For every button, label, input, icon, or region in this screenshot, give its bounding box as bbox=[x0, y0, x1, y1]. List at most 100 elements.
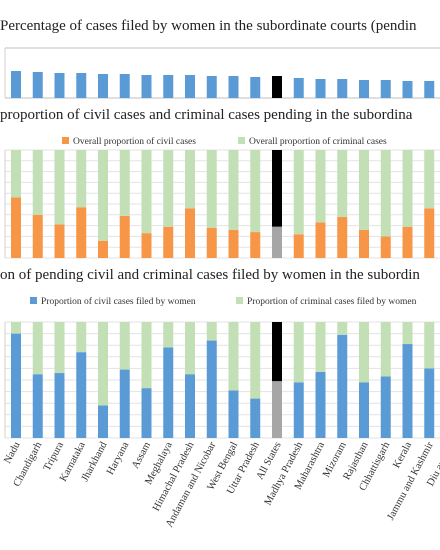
bar-segment bbox=[402, 226, 413, 258]
bar-segment bbox=[250, 322, 261, 399]
bar-segment bbox=[206, 340, 217, 438]
bar-segment bbox=[359, 322, 369, 383]
bar-segment bbox=[315, 371, 326, 438]
bar bbox=[402, 81, 413, 98]
x-tick-label: Nadu bbox=[2, 440, 23, 466]
bar-segment bbox=[315, 222, 326, 258]
bar-segment bbox=[272, 322, 282, 382]
bar-segment bbox=[272, 381, 282, 438]
bar-segment bbox=[141, 150, 152, 234]
bar-segment bbox=[228, 150, 239, 230]
bar-segment bbox=[119, 322, 130, 370]
bar-segment bbox=[402, 150, 413, 227]
bar-segment bbox=[206, 322, 217, 341]
bar-segment bbox=[293, 382, 304, 438]
bar-segment bbox=[380, 150, 391, 237]
bar-segment bbox=[54, 150, 65, 225]
bar-segment bbox=[315, 322, 326, 372]
bar bbox=[359, 80, 369, 98]
bar bbox=[185, 75, 195, 98]
bar-segment bbox=[76, 150, 87, 208]
legend-label: Overall proportion of criminal cases bbox=[249, 136, 387, 147]
bar bbox=[424, 81, 435, 98]
bar bbox=[337, 79, 348, 98]
bar-segment bbox=[119, 150, 130, 216]
bar bbox=[32, 72, 43, 98]
bar-segment bbox=[272, 226, 282, 258]
bar bbox=[141, 75, 152, 98]
bar-segment bbox=[141, 388, 152, 438]
chart-title: proportion of civil cases and criminal c… bbox=[0, 107, 413, 123]
bar-segment bbox=[185, 150, 195, 209]
legend-swatch bbox=[30, 297, 37, 304]
bar-segment bbox=[32, 374, 43, 438]
bar-segment bbox=[11, 197, 21, 258]
bar-segment bbox=[163, 150, 174, 227]
bar-segment bbox=[380, 376, 391, 438]
bar-segment bbox=[206, 150, 217, 228]
bar-segment bbox=[293, 150, 304, 235]
bar-segment bbox=[32, 322, 43, 375]
bar-segment bbox=[293, 234, 304, 258]
bar-segment bbox=[402, 322, 413, 345]
bar bbox=[206, 76, 217, 98]
bar-segment bbox=[228, 390, 239, 438]
bar-segment bbox=[11, 322, 21, 334]
bar-segment bbox=[163, 347, 174, 438]
bar-segment bbox=[32, 150, 43, 215]
bar bbox=[315, 79, 326, 98]
bar-segment bbox=[185, 322, 195, 375]
bar-segment bbox=[337, 322, 348, 335]
bar bbox=[11, 71, 21, 98]
bar-segment bbox=[272, 150, 282, 227]
bar-segment bbox=[76, 207, 87, 258]
bar-segment bbox=[141, 233, 152, 258]
bar bbox=[76, 73, 87, 98]
bar-segment bbox=[141, 322, 152, 389]
bar-segment bbox=[163, 322, 174, 348]
bar bbox=[228, 76, 239, 98]
chart-title: on of pending civil and criminal cases f… bbox=[0, 267, 420, 283]
bar bbox=[54, 73, 65, 98]
bar-segment bbox=[76, 352, 87, 438]
chart-title: Percentage of cases filed by women in th… bbox=[0, 18, 417, 34]
legend-label: Proportion of civil cases filed by women bbox=[41, 296, 196, 307]
bar-segment bbox=[402, 344, 413, 438]
bar-segment bbox=[32, 214, 43, 258]
bar-segment bbox=[250, 398, 261, 438]
bar-segment bbox=[359, 229, 369, 258]
bar-segment bbox=[380, 322, 391, 377]
legend-label: Overall proportion of civil cases bbox=[73, 136, 196, 147]
legend-swatch bbox=[236, 297, 243, 304]
x-tick-label: Assam bbox=[130, 440, 153, 470]
legend-label: Proportion of criminal cases filed by wo… bbox=[247, 296, 417, 307]
bar bbox=[98, 74, 108, 98]
bar-segment bbox=[54, 224, 65, 258]
bar bbox=[293, 78, 304, 98]
bar-segment bbox=[11, 333, 21, 438]
bar-segment bbox=[337, 334, 348, 438]
bar-segment bbox=[228, 229, 239, 258]
legend-swatch bbox=[62, 137, 69, 144]
bar-segment bbox=[250, 150, 261, 233]
bar-segment bbox=[163, 226, 174, 258]
bar-segment bbox=[11, 150, 21, 198]
bar-segment bbox=[337, 150, 348, 217]
bar bbox=[380, 80, 391, 98]
bar-segment bbox=[337, 216, 348, 258]
bar-segment bbox=[293, 322, 304, 383]
x-tick-label: Kerala bbox=[391, 440, 414, 470]
bar-segment bbox=[119, 215, 130, 258]
bar-segment bbox=[98, 240, 108, 258]
bar-segment bbox=[315, 150, 326, 223]
bar-segment bbox=[228, 322, 239, 391]
bar-segment bbox=[380, 236, 391, 258]
bar-segment bbox=[250, 232, 261, 258]
bar-segment bbox=[359, 382, 369, 438]
bar-segment bbox=[206, 227, 217, 258]
bar-segment bbox=[54, 322, 65, 374]
bar-segment bbox=[185, 208, 195, 258]
bar-segment bbox=[76, 322, 87, 353]
